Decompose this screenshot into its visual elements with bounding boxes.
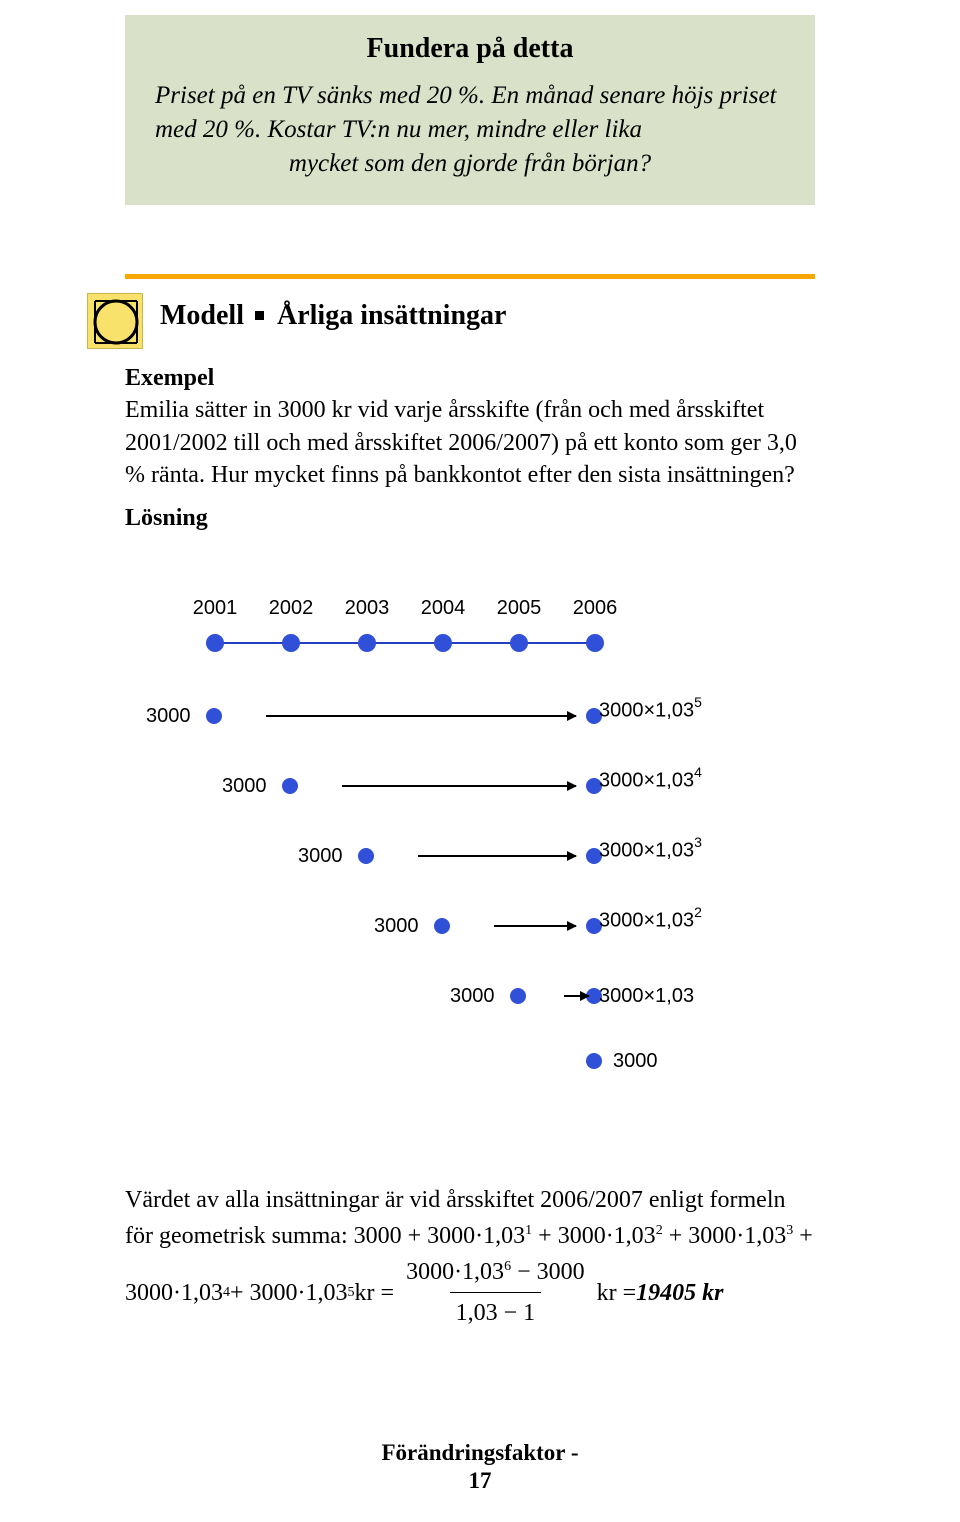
- fundera-line1: Priset på en TV sänks med 20 %. En månad…: [155, 82, 776, 143]
- row-arrow: [342, 785, 576, 787]
- losning-label: Lösning: [125, 502, 815, 534]
- frac-num: 3000·1,036 − 3000: [400, 1254, 591, 1292]
- timeline-year: 2003: [331, 597, 403, 620]
- page-number: 17: [0, 1468, 960, 1494]
- row-right-label: 3000×1,03: [599, 985, 694, 1008]
- row-left-label: 3000: [450, 985, 495, 1008]
- row-left-label: 3000: [146, 705, 191, 728]
- fundera-line2: mycket som den gjorde från början?: [155, 147, 785, 181]
- frac-den: 1,03 − 1: [450, 1292, 542, 1331]
- footer: Förändringsfaktor - 17: [0, 1440, 960, 1494]
- term4: 3000·1,03: [125, 1275, 223, 1311]
- timeline-dot: [282, 634, 300, 652]
- row-left-label: 3000: [374, 915, 419, 938]
- timeline-year: 2004: [407, 597, 479, 620]
- row-right-label: 3000×1,034: [599, 766, 702, 793]
- row-dot-left: [358, 848, 374, 864]
- modell-suffix: Årliga insättningar: [277, 300, 506, 331]
- kr-eq: kr =: [355, 1275, 395, 1311]
- plus5: + 3000·1,03: [230, 1275, 348, 1311]
- timeline-year: 2006: [559, 597, 631, 620]
- row-arrow: [564, 995, 589, 997]
- row-right-label: 3000×1,033: [599, 836, 702, 863]
- fraction: 3000·1,036 − 3000 1,03 − 1: [400, 1254, 591, 1331]
- diagram-row: 30003000×1,034: [206, 773, 761, 803]
- row-arrow: [418, 855, 576, 857]
- section-rule: [125, 274, 815, 279]
- row-dot-left: [282, 778, 298, 794]
- row-right-label: 3000×1,035: [599, 696, 702, 723]
- timeline-dot: [434, 634, 452, 652]
- plus2: + 3000·1,03: [532, 1223, 656, 1249]
- timeline-year: 2005: [483, 597, 555, 620]
- timeline-year: 2001: [179, 597, 251, 620]
- row-left-label: 3000: [298, 845, 343, 868]
- timeline-year: 2002: [255, 597, 327, 620]
- row-arrow: [266, 715, 576, 717]
- timeline-dot: [586, 634, 604, 652]
- exempel-label: Exempel: [125, 362, 815, 394]
- timeline-line: [213, 642, 594, 644]
- row-dot-left: [510, 988, 526, 1004]
- fundera-box: Fundera på detta Priset på en TV sänks m…: [125, 15, 815, 205]
- timeline-dot: [510, 634, 528, 652]
- row-dot-left: [206, 708, 222, 724]
- diagram-row: 3000 3000×1,03: [206, 983, 761, 1013]
- row-right-label: 3000×1,032: [599, 906, 702, 933]
- fundera-body: Priset på en TV sänks med 20 %. En månad…: [155, 79, 785, 180]
- exempel-block: Exempel Emilia sätter in 3000 kr vid var…: [125, 362, 815, 534]
- row-arrow: [494, 925, 576, 927]
- diagram-row: 30003000×1,033: [206, 843, 761, 873]
- timeline-dot: [206, 634, 224, 652]
- plus4: +: [793, 1223, 813, 1249]
- row-dot-left: [434, 918, 450, 934]
- eq-line: 3000·1,034 + 3000·1,035 kr = 3000·1,036 …: [125, 1254, 815, 1331]
- footer-label: Förändringsfaktor -: [382, 1440, 579, 1465]
- diagram: 200120022003200420052006 30003000×1,0353…: [206, 575, 761, 1105]
- kr-eq2: kr =: [597, 1275, 637, 1311]
- exempel-body: Emilia sätter in 3000 kr vid varje årssk…: [125, 394, 815, 491]
- plus3: + 3000·1,03: [663, 1223, 787, 1249]
- diagram-row: 30003000×1,035: [206, 703, 761, 733]
- modell-heading: Modell Årliga insättningar: [160, 300, 506, 332]
- final-dot: [586, 1053, 602, 1069]
- final-label: 3000: [613, 1050, 658, 1073]
- result: 19405 kr: [636, 1275, 723, 1311]
- exp2: 2: [656, 1223, 663, 1238]
- diagram-row: 30003000×1,032: [206, 913, 761, 943]
- bullet-icon: [255, 311, 264, 320]
- exp5: 5: [348, 1282, 355, 1303]
- exp4: 4: [223, 1282, 230, 1303]
- fundera-title: Fundera på detta: [155, 33, 785, 65]
- timeline-dot: [358, 634, 376, 652]
- row-left-label: 3000: [222, 775, 267, 798]
- modell-prefix: Modell: [160, 300, 244, 331]
- vardet-block: Värdet av alla insättningar är vid årssk…: [125, 1182, 815, 1331]
- model-icon: [87, 293, 143, 349]
